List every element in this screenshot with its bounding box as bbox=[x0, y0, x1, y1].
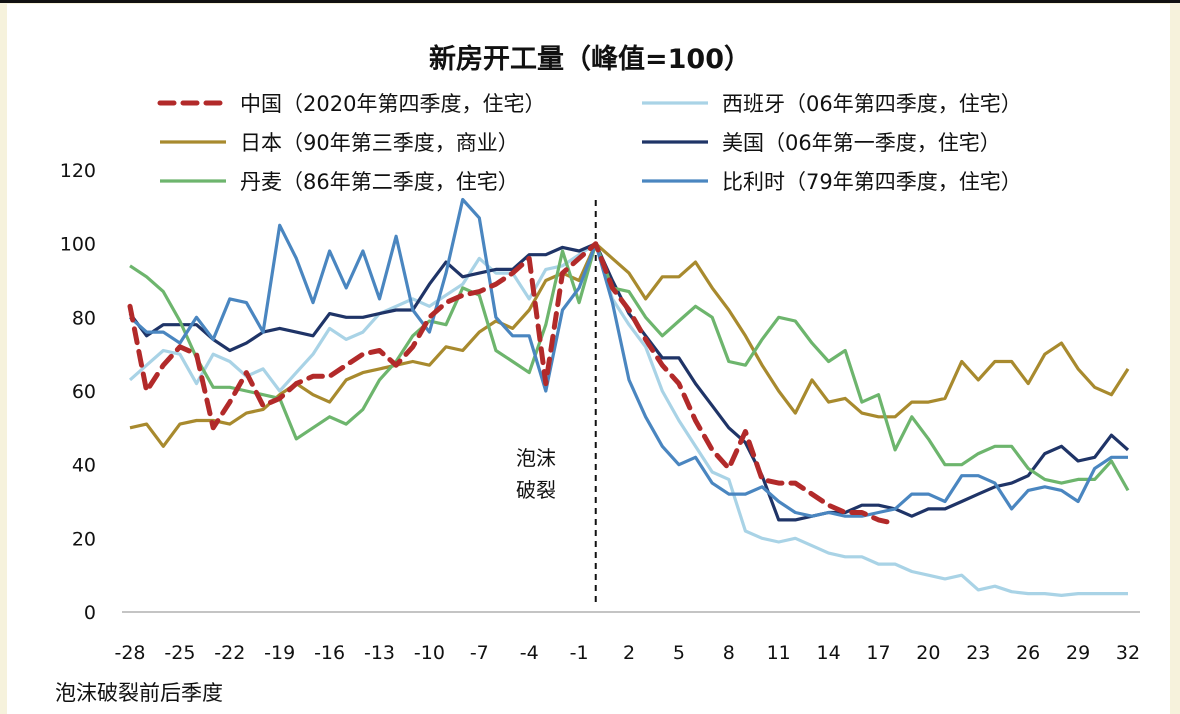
x-tick-label: 14 bbox=[817, 642, 841, 664]
x-tick-label: 26 bbox=[1016, 642, 1040, 664]
legend: 中国（2020年第四季度，住宅） 西班牙（06年第四季度，住宅） 日本（90年第三季… bbox=[157, 92, 1022, 194]
y-tick-label: 120 bbox=[60, 160, 96, 182]
x-tick-label: -1 bbox=[570, 642, 589, 664]
x-tick-label: 29 bbox=[1066, 642, 1090, 664]
legend-label-5: 比利时（79年第四季度，住宅） bbox=[722, 170, 1022, 194]
x-tick-label: 5 bbox=[673, 642, 685, 664]
series-line-1 bbox=[128, 242, 1128, 597]
x-tick-label: 2 bbox=[623, 642, 635, 664]
y-tick-label: 40 bbox=[72, 455, 96, 477]
x-tick-label: -4 bbox=[520, 642, 539, 664]
legend-label-4: 丹麦（86年第二季度，住宅） bbox=[240, 170, 519, 194]
x-tick-label: -13 bbox=[364, 642, 395, 664]
series-line-2 bbox=[129, 242, 1130, 448]
x-axis-ticks: -28 -25 -22 -19 -16 -13 -10 -7 -4 -1 2 5 8 11 14 17 20 23… bbox=[114, 642, 1140, 664]
x-tick-label: -28 bbox=[114, 642, 145, 664]
x-tick-label: 20 bbox=[916, 642, 940, 664]
y-tick-label: 20 bbox=[72, 528, 96, 550]
x-tick-label: -19 bbox=[264, 642, 295, 664]
x-tick-label: 8 bbox=[723, 642, 735, 664]
series-line-0 bbox=[127, 241, 898, 527]
y-tick-label: 0 bbox=[84, 602, 96, 624]
x-tick-label: -25 bbox=[164, 642, 195, 664]
legend-label-0: 中国（2020年第四季度，住宅） bbox=[240, 92, 545, 116]
annotation-line-2: 破裂 bbox=[516, 478, 556, 502]
y-axis-ticks: 0 20 40 60 80 100 120 bbox=[60, 160, 96, 624]
x-tick-label: -7 bbox=[470, 642, 489, 664]
x-tick-label: 11 bbox=[767, 642, 791, 664]
series-line-4 bbox=[129, 242, 1130, 492]
series-line-5 bbox=[128, 197, 1128, 518]
y-tick-label: 60 bbox=[72, 381, 96, 403]
y-tick-label: 100 bbox=[60, 234, 96, 256]
x-tick-label: -10 bbox=[414, 642, 445, 664]
series-line-3 bbox=[128, 242, 1130, 522]
legend-label-3: 美国（06年第一季度，住宅） bbox=[722, 131, 1001, 155]
x-tick-label: 17 bbox=[866, 642, 890, 664]
x-tick-label: -22 bbox=[214, 642, 245, 664]
legend-label-2: 日本（90年第三季度，商业） bbox=[240, 131, 519, 155]
series-lines bbox=[127, 197, 1130, 597]
chart-title: 新房开工量（峰值=100） bbox=[429, 43, 751, 75]
y-tick-label: 80 bbox=[72, 307, 96, 329]
x-tick-label: 32 bbox=[1116, 642, 1140, 664]
chart-panel bbox=[7, 4, 1170, 714]
annotation-line-1: 泡沫 bbox=[516, 446, 556, 470]
top-border bbox=[0, 0, 1180, 3]
x-axis-label: 泡沫破裂前后季度 bbox=[55, 681, 223, 705]
x-tick-label: -16 bbox=[314, 642, 345, 664]
x-tick-label: 23 bbox=[966, 642, 990, 664]
legend-label-1: 西班牙（06年第四季度，住宅） bbox=[722, 92, 1022, 116]
